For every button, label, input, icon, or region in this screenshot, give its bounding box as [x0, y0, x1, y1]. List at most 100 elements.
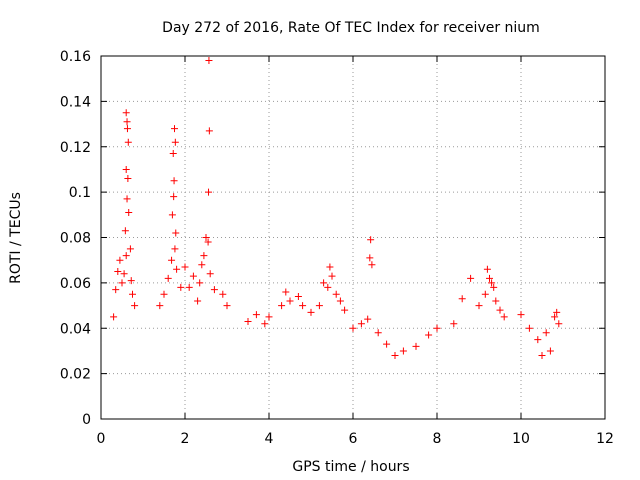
data-point — [412, 342, 420, 350]
data-point — [172, 229, 180, 237]
data-point — [332, 290, 340, 298]
data-point — [168, 256, 176, 264]
y-tick-label: 0.02 — [60, 367, 91, 383]
data-point — [467, 274, 475, 282]
data-point — [286, 297, 294, 305]
data-point — [299, 302, 307, 310]
data-point — [204, 238, 212, 246]
data-point — [205, 188, 213, 196]
x-tick-label: 12 — [596, 431, 614, 447]
data-point — [349, 324, 357, 332]
data-point — [169, 150, 177, 158]
data-point — [326, 263, 334, 271]
chart-title: Day 272 of 2016, Rate Of TEC Index for r… — [162, 20, 540, 36]
data-point — [336, 297, 344, 305]
data-point — [551, 313, 559, 321]
data-point — [219, 290, 227, 298]
data-point — [265, 313, 273, 321]
data-point — [118, 279, 126, 287]
x-tick-label: 2 — [181, 431, 190, 447]
data-point — [122, 252, 130, 260]
data-point — [123, 195, 131, 203]
data-point — [120, 270, 128, 278]
data-point — [366, 254, 374, 262]
data-point — [223, 302, 231, 310]
data-point — [368, 261, 376, 269]
data-point — [534, 336, 542, 344]
data-point — [252, 311, 260, 319]
data-point — [374, 329, 382, 337]
y-tick-label: 0.06 — [60, 276, 91, 292]
data-point — [185, 283, 193, 291]
data-point — [282, 288, 290, 296]
data-point — [196, 279, 204, 287]
x-tick-label: 4 — [265, 431, 274, 447]
data-point — [200, 252, 208, 260]
data-point — [391, 351, 399, 359]
data-point — [164, 274, 172, 282]
y-tick-label: 0.08 — [60, 231, 91, 247]
x-axis-label: GPS time / hours — [292, 459, 409, 475]
y-tick-label: 0.14 — [60, 94, 91, 110]
x-tick-label: 0 — [97, 431, 106, 447]
data-point — [328, 272, 336, 280]
data-points — [110, 57, 563, 359]
data-point — [205, 57, 213, 65]
data-point — [481, 290, 489, 298]
data-point — [131, 302, 139, 310]
data-point — [112, 286, 120, 294]
data-point — [483, 265, 491, 273]
data-point — [170, 193, 178, 201]
data-point — [383, 340, 391, 348]
data-point — [171, 125, 178, 133]
data-point — [168, 211, 176, 219]
data-point — [189, 272, 197, 280]
data-point — [129, 290, 136, 298]
data-point — [458, 295, 466, 303]
y-tick-label: 0.16 — [60, 49, 91, 65]
gridlines — [101, 56, 605, 419]
data-point — [364, 315, 372, 323]
data-point — [542, 329, 550, 337]
data-point — [194, 297, 202, 305]
data-point — [160, 290, 168, 298]
data-point — [124, 175, 132, 183]
data-point — [122, 165, 130, 173]
data-point — [357, 320, 365, 328]
data-point — [324, 283, 332, 291]
data-point — [127, 277, 135, 285]
data-point — [492, 297, 500, 305]
data-point — [116, 256, 124, 264]
data-point — [126, 245, 134, 253]
data-point — [320, 279, 328, 287]
data-point — [294, 292, 302, 300]
x-tick-label: 6 — [349, 431, 358, 447]
data-point — [125, 209, 133, 217]
data-point — [244, 317, 252, 325]
data-point — [206, 270, 214, 278]
data-point — [517, 311, 525, 319]
data-point — [261, 320, 269, 328]
data-point — [546, 347, 554, 355]
y-tick-label: 0.1 — [69, 185, 91, 201]
data-point — [181, 263, 189, 271]
data-point — [121, 227, 129, 235]
data-point — [124, 138, 132, 146]
data-point — [123, 125, 131, 133]
y-tick-label: 0.04 — [60, 321, 91, 337]
data-point — [450, 320, 458, 328]
data-point — [315, 302, 323, 310]
data-point — [488, 279, 496, 287]
data-point — [475, 302, 483, 310]
data-point — [171, 245, 179, 253]
data-point — [171, 138, 179, 146]
data-point — [555, 320, 563, 328]
data-point — [367, 236, 375, 244]
data-point — [538, 351, 546, 359]
data-point — [486, 274, 493, 282]
data-point — [198, 261, 206, 269]
data-point — [341, 306, 349, 314]
data-point — [399, 347, 407, 355]
data-point — [114, 268, 122, 276]
